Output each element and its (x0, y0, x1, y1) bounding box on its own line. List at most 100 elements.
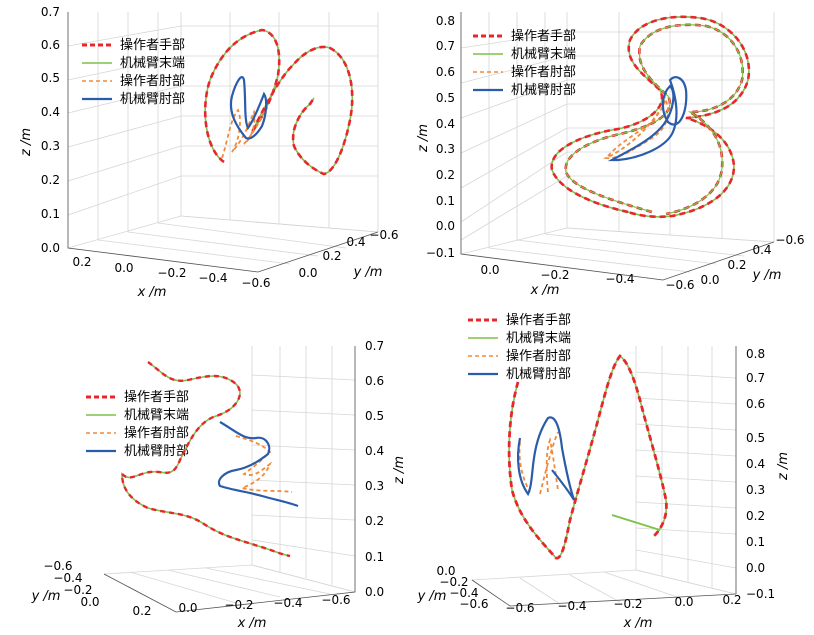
p2-ztick: 0.8 (436, 14, 455, 28)
p1-ztick: 0.1 (41, 207, 60, 221)
p2-ztick: 0.4 (436, 117, 455, 131)
p2-z-ticks: −0.1 0.0 0.1 0.2 0.3 0.4 0.5 0.6 0.7 0.8 (426, 14, 455, 260)
p4-axes (471, 346, 737, 607)
p1-legend-robot-elbow: 机械臂肘部 (120, 92, 185, 107)
p1-y-ticks: 0.0 0.2 0.4 −0.6 (298, 228, 398, 280)
p2-ztick: 0.5 (436, 91, 455, 105)
p1-legend: 操作者手部 机械臂末端 操作者肘部 机械臂肘部 (80, 37, 185, 107)
p1-legend-hand: 操作者手部 (120, 37, 185, 53)
p4-ztick: −0.1 (746, 587, 775, 601)
p3-zlabel: z /m (392, 456, 407, 485)
p4-legend-end: 机械臂末端 (506, 331, 571, 346)
p4-zlabel: z /m (776, 452, 791, 481)
p4-xtick: −0.2 (613, 597, 642, 611)
p2-x-ticks: 0.0 −0.2 −0.4 −0.6 (480, 263, 694, 292)
p2-ztick: −0.1 (426, 246, 455, 260)
p4-series-elbow (518, 431, 559, 495)
p4-ytick: −0.2 (439, 575, 468, 589)
p4-legend-elbow: 操作者肘部 (506, 348, 571, 364)
p2-xlabel: x /m (530, 283, 560, 298)
p2-legend-hand: 操作者手部 (511, 28, 576, 44)
p3-axes (103, 346, 356, 613)
p1-series-elbow (221, 107, 267, 159)
p4-series-end (611, 514, 661, 531)
p3-ylabel: y /m (31, 589, 61, 604)
p2-legend-end: 机械臂末端 (511, 47, 576, 62)
p2-xtick: −0.4 (605, 272, 634, 286)
p3-legend-elbow: 操作者肘部 (124, 425, 189, 441)
p4-ztick: 0.3 (746, 483, 765, 497)
p1-series-robot-elbow (229, 76, 268, 140)
p3-series-elbow (235, 435, 293, 493)
p2-legend-robot-elbow: 机械臂肘部 (511, 83, 576, 98)
p4-legend-robot-elbow: 机械臂肘部 (506, 367, 571, 382)
panel-top-right: −0.1 0.0 0.1 0.2 0.3 0.4 0.5 0.6 0.7 0.8… (416, 12, 805, 298)
p2-ztick: 0.3 (436, 142, 455, 156)
p4-ztick: 0.4 (746, 457, 765, 471)
p1-ytick: 0.2 (322, 249, 341, 263)
p3-z-ticks: 0.0 0.1 0.2 0.3 0.4 0.5 0.6 0.7 (365, 339, 384, 599)
p3-ztick: 0.6 (365, 374, 384, 388)
p3-ztick: 0.2 (365, 514, 384, 528)
p4-ztick: 0.8 (746, 347, 765, 361)
p4-x-ticks: −0.6 −0.4 −0.2 0.0 0.2 (505, 593, 741, 615)
p3-ztick: 0.5 (365, 409, 384, 423)
p1-xtick: 0.2 (72, 255, 91, 269)
p4-legend: 操作者手部 机械臂末端 操作者肘部 机械臂肘部 (466, 312, 571, 382)
p4-ztick: 0.1 (746, 535, 765, 549)
p3-xtick: −0.2 (224, 598, 253, 612)
p1-legend-elbow: 操作者肘部 (120, 73, 185, 89)
p1-legend-end: 机械臂末端 (120, 56, 185, 71)
p3-xtick: 0.0 (178, 601, 197, 615)
p1-xlabel: x /m (137, 285, 167, 300)
p4-xtick: 0.0 (674, 595, 693, 609)
p3-ztick: 0.3 (365, 479, 384, 493)
p1-ytick: −0.6 (369, 228, 398, 242)
p1-x-ticks: 0.2 0.0 −0.2 −0.4 −0.6 (72, 255, 270, 290)
p1-grid (67, 12, 379, 273)
p4-y-ticks: 0.0 −0.2 −0.4 −0.6 (436, 564, 488, 611)
p2-axes (460, 12, 775, 281)
p3-ztick: 0.0 (365, 585, 384, 599)
p1-ztick: 0.7 (41, 5, 60, 19)
p4-ztick: 0.0 (746, 561, 765, 575)
p3-series-robot-elbow (217, 421, 299, 508)
p3-ytick: −0.6 (43, 559, 72, 573)
p4-ytick: −0.6 (459, 597, 488, 611)
p3-grid (103, 346, 356, 613)
p1-ztick: 0.3 (41, 139, 60, 153)
p1-series-hand (203, 28, 354, 176)
p3-ytick: 0.0 (80, 595, 99, 609)
p2-series-hand (550, 15, 751, 219)
p2-zlabel: z /m (416, 124, 431, 153)
p1-ylabel: y /m (353, 265, 383, 280)
p3-xtick: −0.6 (321, 593, 350, 607)
p3-legend-hand: 操作者手部 (124, 389, 189, 405)
p3-xtick: 0.2 (132, 604, 151, 618)
panel-top-left: 0.0 0.1 0.2 0.3 0.4 0.5 0.6 0.7 z /m 0.2… (19, 5, 399, 300)
p4-ytick: −0.4 (449, 586, 478, 600)
p3-ytick: −0.2 (63, 583, 92, 597)
p1-ztick: 0.2 (41, 173, 60, 187)
p1-ztick: 0.5 (41, 71, 60, 85)
p2-series-robot-elbow (607, 76, 688, 162)
p3-ztick: 0.4 (365, 444, 384, 458)
p1-zlabel: z /m (19, 128, 34, 157)
p1-ztick: 0.0 (41, 241, 60, 255)
p4-ztick: 0.7 (746, 371, 765, 385)
p2-y-ticks: 0.0 0.2 0.4 −0.6 (700, 233, 804, 287)
p4-legend-hand: 操作者手部 (506, 312, 571, 328)
p4-series-hand (507, 354, 668, 560)
p3-xtick: −0.4 (273, 596, 302, 610)
p1-ztick: 0.4 (41, 105, 60, 119)
p1-ztick: 0.6 (41, 38, 60, 52)
panel-bottom-right: −0.1 0.0 0.1 0.2 0.3 0.4 0.5 0.6 0.7 0.8… (417, 312, 791, 631)
p2-ytick: 0.0 (700, 273, 719, 287)
p2-ytick: 0.2 (727, 258, 746, 272)
p1-ytick: 0.0 (298, 266, 317, 280)
p4-xlabel: x /m (623, 616, 653, 631)
p2-legend: 操作者手部 机械臂末端 操作者肘部 机械臂肘部 (471, 28, 576, 98)
p3-series-hand (120, 361, 291, 558)
p2-ylabel: y /m (752, 268, 782, 283)
